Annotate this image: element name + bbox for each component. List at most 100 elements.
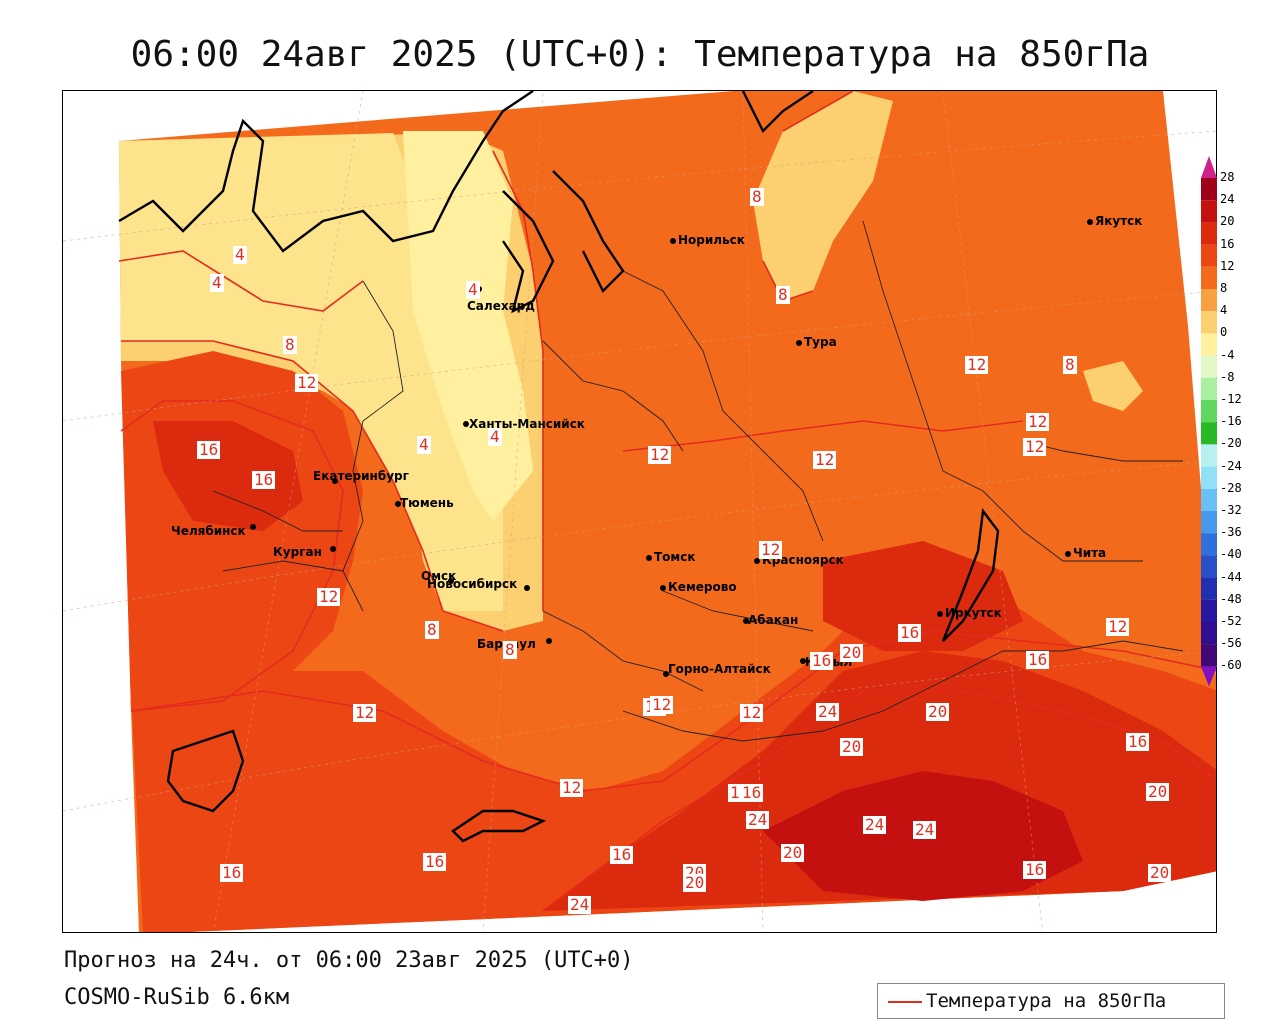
city-dot: [937, 611, 943, 617]
city-label: Тура: [804, 335, 837, 349]
colorbar-band: [1201, 599, 1217, 622]
colorbar-tick-label: -56: [1220, 636, 1242, 651]
isotherm-label: 24: [816, 702, 840, 721]
city-label: Чита: [1073, 546, 1107, 560]
colorbar-band: [1201, 222, 1217, 245]
isotherm-label: 16: [610, 845, 634, 864]
colorbar-tick-label: 0: [1220, 325, 1228, 340]
cool-zone-ural: [119, 133, 503, 611]
colorbar-band: [1201, 266, 1217, 289]
isotherm-label: 8: [283, 335, 297, 354]
colorbar-top-arrow: [1201, 156, 1217, 178]
city-dot: [646, 555, 652, 561]
colorbar-tick-label: 24: [1220, 192, 1235, 207]
colorbar-band: [1201, 200, 1217, 223]
colorbar-scale: [1201, 156, 1217, 687]
isotherm-label: 16: [252, 470, 276, 489]
city-label: Томск: [654, 550, 696, 564]
isotherm-label: 12: [1026, 412, 1050, 431]
isotherm-label: 16: [810, 651, 834, 670]
city-label: Челябинск: [171, 524, 246, 538]
isotherm-label: 16: [740, 783, 764, 802]
colorbar-tick-label: 20: [1220, 214, 1235, 229]
isotherm-label: 12: [317, 587, 341, 606]
isotherm-label: 8: [1063, 355, 1077, 374]
city-label: Курган: [273, 545, 322, 559]
forecast-line: Прогноз на 24ч. от 06:00 23авг 2025 (UTC…: [64, 948, 634, 973]
isotherm-label: 8: [425, 620, 439, 639]
isotherm-label: 20: [683, 873, 707, 892]
city-label: Горно-Алтайск: [668, 662, 771, 676]
city-label: Якутск: [1095, 214, 1143, 228]
city-label: Салехард: [467, 299, 535, 313]
colorbar-tick-label: -8: [1220, 369, 1235, 384]
city-dot: [448, 578, 454, 584]
isotherm-label: 12: [759, 540, 783, 559]
city-dot: [1087, 219, 1093, 225]
colorbar-tick-label: -24: [1220, 458, 1242, 473]
city-label: Иркутск: [945, 606, 1002, 620]
colorbar-tick-label: -60: [1220, 658, 1242, 673]
isotherm-label: 12: [813, 450, 837, 469]
isotherm-label: 24: [746, 810, 770, 829]
isotherm-label: 20: [1146, 782, 1170, 801]
isotherm-label: 16: [197, 440, 221, 459]
colorbar-tick-label: -20: [1220, 436, 1242, 451]
city-dot: [670, 238, 676, 244]
colorbar-tick-label: -40: [1220, 547, 1242, 562]
colorbar-tick-label: -32: [1220, 503, 1242, 517]
colorbar-tick-label: -44: [1220, 569, 1242, 584]
colorbar-tick-label: -36: [1220, 525, 1242, 540]
legend-label: Температура на 850гПа: [926, 990, 1167, 1012]
colorbar-band: [1201, 644, 1217, 667]
city-dot: [796, 340, 802, 346]
isotherm-label: 16: [898, 623, 922, 642]
city-dot: [800, 658, 806, 664]
isotherm-label: 24: [863, 815, 887, 834]
isotherm-label: 16: [1126, 732, 1150, 751]
city-label: Новосибирск: [427, 577, 518, 591]
isotherm-label: 8: [750, 187, 764, 206]
isotherm-label: 20: [1148, 863, 1172, 882]
colorbar-tick-label: -28: [1220, 480, 1242, 495]
colorbar-band: [1201, 311, 1217, 334]
isotherm-label: 16: [423, 852, 447, 871]
isotherm-label: 12: [560, 778, 584, 797]
colorbar-tick-label: 4: [1220, 303, 1228, 318]
city-label: Норильск: [678, 233, 745, 247]
isotherm-label: 20: [926, 702, 950, 721]
isotherm-label: 20: [781, 843, 805, 862]
colorbar-band: [1201, 400, 1217, 423]
map-panel: Норильск Якутск Салехард Тура Ханты-Мансийск…: [62, 90, 1217, 933]
colorbar-bottom-arrow: [1201, 666, 1217, 687]
city-label: Абакан: [748, 613, 799, 627]
city-label: Тюмень: [400, 496, 454, 510]
isotherm-label: 12: [353, 703, 377, 722]
isotherm-label: 12: [648, 445, 672, 464]
city-label: Ханты-Мансийск: [469, 417, 585, 431]
colorbar-tick-label: -52: [1220, 614, 1242, 628]
isotherm-label: 24: [568, 895, 592, 914]
colorbar-band: [1201, 178, 1217, 201]
isotherm-label: 12: [650, 695, 674, 714]
colorbar-band: [1201, 377, 1217, 400]
colorbar-band: [1201, 333, 1217, 356]
colorbar-band: [1201, 577, 1217, 600]
cool-patch-north: [753, 91, 893, 301]
city-label: Екатеринбург: [313, 469, 409, 483]
colorbar-band: [1201, 244, 1217, 267]
colorbar-band: [1201, 355, 1217, 378]
city-label: Омск: [421, 569, 457, 583]
isotherm-label: 24: [913, 820, 937, 839]
colorbar-band: [1201, 533, 1217, 556]
model-line: COSMO-RuSib 6.6км: [64, 985, 290, 1010]
city-dot: [754, 558, 760, 564]
colorbar-tick-label: 8: [1220, 281, 1228, 295]
colorbar-band: [1201, 511, 1217, 534]
colorbar: 28 24 20 16 12 8 4 0 -4 -8 -12 -16 -20 -24 -28 -32 -36 -4…: [1200, 156, 1280, 691]
isotherm-label: 20: [840, 643, 864, 662]
isotherm-label: 4: [417, 435, 431, 454]
city-dot: [332, 478, 338, 484]
colorbar-band: [1201, 444, 1217, 467]
hot-zone-baikal: [823, 541, 1023, 651]
